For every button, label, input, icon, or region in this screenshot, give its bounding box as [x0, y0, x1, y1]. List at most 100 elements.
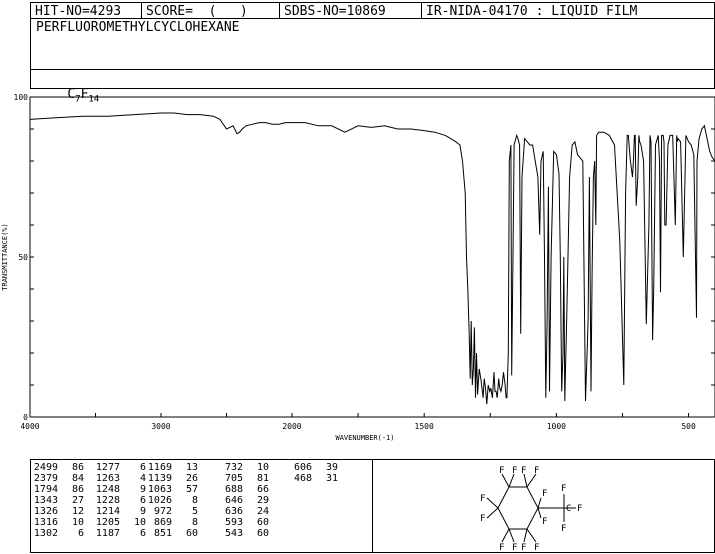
peak-row: 1214 9	[94, 506, 146, 517]
peak-row: 1277 6	[94, 462, 146, 473]
peak-wavenumber: 1302	[33, 528, 58, 539]
peak-row: 1794 86	[32, 484, 84, 495]
ir-info: IR-NIDA-04170 : LIQUID FILM	[421, 3, 715, 19]
peak-row: 1205 10	[94, 517, 146, 528]
axis-ticks	[29, 96, 715, 418]
peak-transmittance: 57	[185, 484, 198, 495]
peak-wavenumber: 646	[224, 495, 243, 506]
peak-row: 543 60	[217, 528, 269, 539]
peak-wavenumber: 1326	[33, 506, 58, 517]
hit-number: HIT-NO=4293	[35, 4, 122, 19]
molecular-formula: C7F14	[36, 72, 99, 120]
peak-wavenumber: 732	[224, 462, 243, 473]
peak-wavenumber: 869	[153, 517, 172, 528]
fluorine-atom-label: F	[534, 543, 539, 553]
peak-table-column: 732 10 705 81 688 66 646 29 636 24 593 60 543 60	[217, 462, 269, 539]
peak-wavenumber: 1187	[95, 528, 120, 539]
peak-row: 593 60	[217, 517, 269, 528]
structure-bonds	[486, 473, 576, 543]
peak-row: 705 81	[217, 473, 269, 484]
peak-wavenumber: 1139	[147, 473, 172, 484]
peak-transmittance: 29	[256, 495, 269, 506]
peak-row: 1169 13	[146, 462, 198, 473]
peak-wavenumber: 1228	[95, 495, 120, 506]
peak-row: 468 31	[286, 473, 338, 484]
peak-table-column: 1169 13 1139 26 1063 57 1026 8 972 5 869 8 851 60	[146, 462, 198, 539]
x-axis-label: WAVENUMBER(-1)	[335, 434, 394, 442]
peak-transmittance: 39	[325, 462, 338, 473]
peak-transmittance: 13	[185, 462, 198, 473]
peak-transmittance: 12	[71, 506, 84, 517]
peak-transmittance: 8	[191, 495, 198, 506]
peak-row: 1302 6	[32, 528, 84, 539]
peak-row: 851 60	[146, 528, 198, 539]
peak-transmittance: 5	[191, 506, 198, 517]
peak-transmittance: 6	[139, 528, 146, 539]
peak-transmittance: 9	[139, 506, 146, 517]
x-tick-label: 1500	[415, 422, 434, 431]
peak-row: 2499 86	[32, 462, 84, 473]
peak-wavenumber: 1343	[33, 495, 58, 506]
peak-wavenumber: 688	[224, 484, 243, 495]
peak-wavenumber: 972	[153, 506, 172, 517]
peak-wavenumber: 1026	[147, 495, 172, 506]
peak-row: 646 29	[217, 495, 269, 506]
fluorine-atom-label: F	[521, 543, 526, 553]
formula-c: C	[67, 87, 76, 102]
fluorine-atom-label: F	[577, 504, 582, 514]
fluorine-atom-label: F	[534, 466, 539, 476]
peak-wavenumber: 1063	[147, 484, 172, 495]
fluorine-atom-label: F	[521, 466, 526, 476]
peak-wavenumber: 1794	[33, 484, 58, 495]
peak-transmittance: 66	[256, 484, 269, 495]
x-tick-label: 500	[681, 422, 696, 431]
peak-transmittance: 10	[133, 517, 146, 528]
peak-transmittance: 60	[256, 517, 269, 528]
peak-table-column: 1277 6 1263 4 1248 9 1228 6 1214 9 1205 10 1187 6	[94, 462, 146, 539]
peak-wavenumber: 1205	[95, 517, 120, 528]
peak-wavenumber: 1248	[95, 484, 120, 495]
peak-wavenumber: 593	[224, 517, 243, 528]
peak-transmittance: 84	[71, 473, 84, 484]
peak-row: 1187 6	[94, 528, 146, 539]
peak-row: 688 66	[217, 484, 269, 495]
peak-wavenumber: 1214	[95, 506, 120, 517]
fluorine-atom-label: F	[542, 489, 547, 499]
x-tick-label: 4000	[20, 422, 39, 431]
fluorine-atom-label: F	[499, 466, 504, 476]
peak-wavenumber: 851	[153, 528, 172, 539]
peak-row: 1263 4	[94, 473, 146, 484]
peak-wavenumber: 2499	[33, 462, 58, 473]
peak-transmittance: 10	[71, 517, 84, 528]
y-tick-label: 50	[18, 253, 28, 262]
score: SCORE= ( )	[141, 3, 279, 19]
peak-transmittance: 4	[139, 473, 146, 484]
peak-wavenumber: 1277	[95, 462, 120, 473]
peak-row: 1248 9	[94, 484, 146, 495]
peak-transmittance: 10	[256, 462, 269, 473]
spectrum-line	[29, 112, 715, 405]
y-axis-label: TRANSMITTANCE(%)	[1, 223, 9, 290]
peak-transmittance: 26	[185, 473, 198, 484]
peak-wavenumber: 705	[224, 473, 243, 484]
fluorine-atom-label: F	[561, 524, 566, 534]
peak-transmittance: 81	[256, 473, 269, 484]
peak-transmittance: 6	[77, 528, 84, 539]
peak-transmittance: 6	[139, 462, 146, 473]
peak-transmittance: 6	[139, 495, 146, 506]
peak-row: 1228 6	[94, 495, 146, 506]
peak-row: 1139 26	[146, 473, 198, 484]
peak-table-column: 2499 86 2379 84 1794 86 1343 27 1326 12 1316 10 1302…	[32, 462, 84, 539]
peak-row: 606 39	[286, 462, 338, 473]
peak-wavenumber: 543	[224, 528, 243, 539]
fluorine-atom-label: F	[480, 494, 485, 504]
peak-table-column: 606 39 468 31	[286, 462, 338, 484]
peak-row: 2379 84	[32, 473, 84, 484]
peak-transmittance: 31	[325, 473, 338, 484]
y-tick-label: 0	[23, 413, 28, 422]
peak-row: 732 10	[217, 462, 269, 473]
peak-wavenumber: 468	[293, 473, 312, 484]
